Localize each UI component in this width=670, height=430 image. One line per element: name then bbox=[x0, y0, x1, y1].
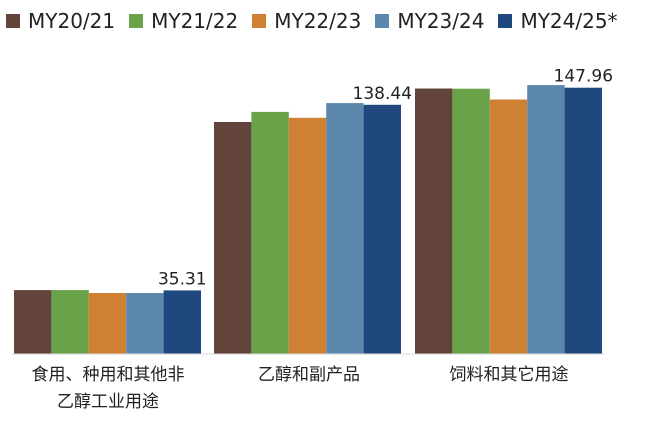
bar-my20-21-cat1 bbox=[214, 122, 252, 354]
bar-my21-22-cat2 bbox=[452, 88, 490, 354]
legend-label: MY21/22 bbox=[151, 9, 239, 33]
data-labels-layer: 35.31 138.44 147.96 bbox=[158, 67, 613, 290]
x-tick-label-ethanol-byproducts: 乙醇和副产品 bbox=[214, 362, 404, 389]
legend: MY20/21 MY21/22 MY22/23 MY23/24 MY24/25* bbox=[6, 4, 632, 38]
legend-item-my21-22: MY21/22 bbox=[129, 4, 238, 38]
x-tick-label-feed-other: 饲料和其它用途 bbox=[414, 362, 604, 389]
bar-my22-23-cat1 bbox=[288, 117, 327, 354]
legend-item-my23-24: MY23/24 bbox=[375, 4, 484, 38]
legend-swatch bbox=[252, 14, 267, 28]
bar-my21-22-cat1 bbox=[251, 111, 289, 355]
x-tick-label-food-seed-industrial: 食用、种用和其他非 乙醇工业用途 bbox=[13, 362, 203, 416]
bar-my20-21-cat0 bbox=[14, 290, 52, 354]
bar-my24-25-cat1 bbox=[363, 104, 401, 354]
x-tick-label-line: 乙醇工业用途 bbox=[57, 392, 159, 412]
x-tick-label-line: 食用、种用和其他非 bbox=[31, 365, 185, 385]
bar-my21-22-cat0 bbox=[51, 290, 89, 354]
x-tick-label-line: 乙醇和副产品 bbox=[258, 365, 360, 385]
legend-swatch bbox=[129, 14, 144, 28]
x-axis-labels: 食用、种用和其他非 乙醇工业用途 乙醇和副产品 饲料和其它用途 bbox=[0, 362, 670, 426]
data-label-my24-25-cat0: 35.31 bbox=[158, 269, 207, 289]
bars-layer bbox=[14, 85, 602, 355]
bar-my23-24-cat2 bbox=[527, 85, 565, 354]
legend-label: MY24/25* bbox=[520, 9, 618, 33]
bar-my20-21-cat2 bbox=[415, 88, 453, 354]
x-tick-label-line: 饲料和其它用途 bbox=[449, 365, 569, 385]
bar-my23-24-cat0 bbox=[126, 293, 164, 354]
legend-item-my22-23: MY22/23 bbox=[252, 4, 361, 38]
bar-my24-25-cat2 bbox=[564, 87, 602, 354]
bar-my24-25-cat0 bbox=[163, 290, 201, 354]
legend-item-my24-25: MY24/25* bbox=[498, 4, 618, 38]
bar-my22-23-cat2 bbox=[489, 99, 528, 354]
data-label-my24-25-cat1: 138.44 bbox=[353, 84, 412, 104]
legend-swatch bbox=[375, 14, 390, 28]
legend-label: MY20/21 bbox=[28, 9, 116, 33]
bar-my22-23-cat0 bbox=[88, 293, 127, 354]
data-label-my24-25-cat2: 147.96 bbox=[554, 67, 613, 87]
legend-item-my20-21: MY20/21 bbox=[6, 4, 115, 38]
legend-swatch bbox=[498, 14, 513, 28]
bar-my23-24-cat1 bbox=[326, 103, 364, 354]
legend-swatch bbox=[6, 14, 20, 28]
legend-label: MY23/24 bbox=[397, 9, 485, 33]
legend-label: MY22/23 bbox=[274, 9, 362, 33]
